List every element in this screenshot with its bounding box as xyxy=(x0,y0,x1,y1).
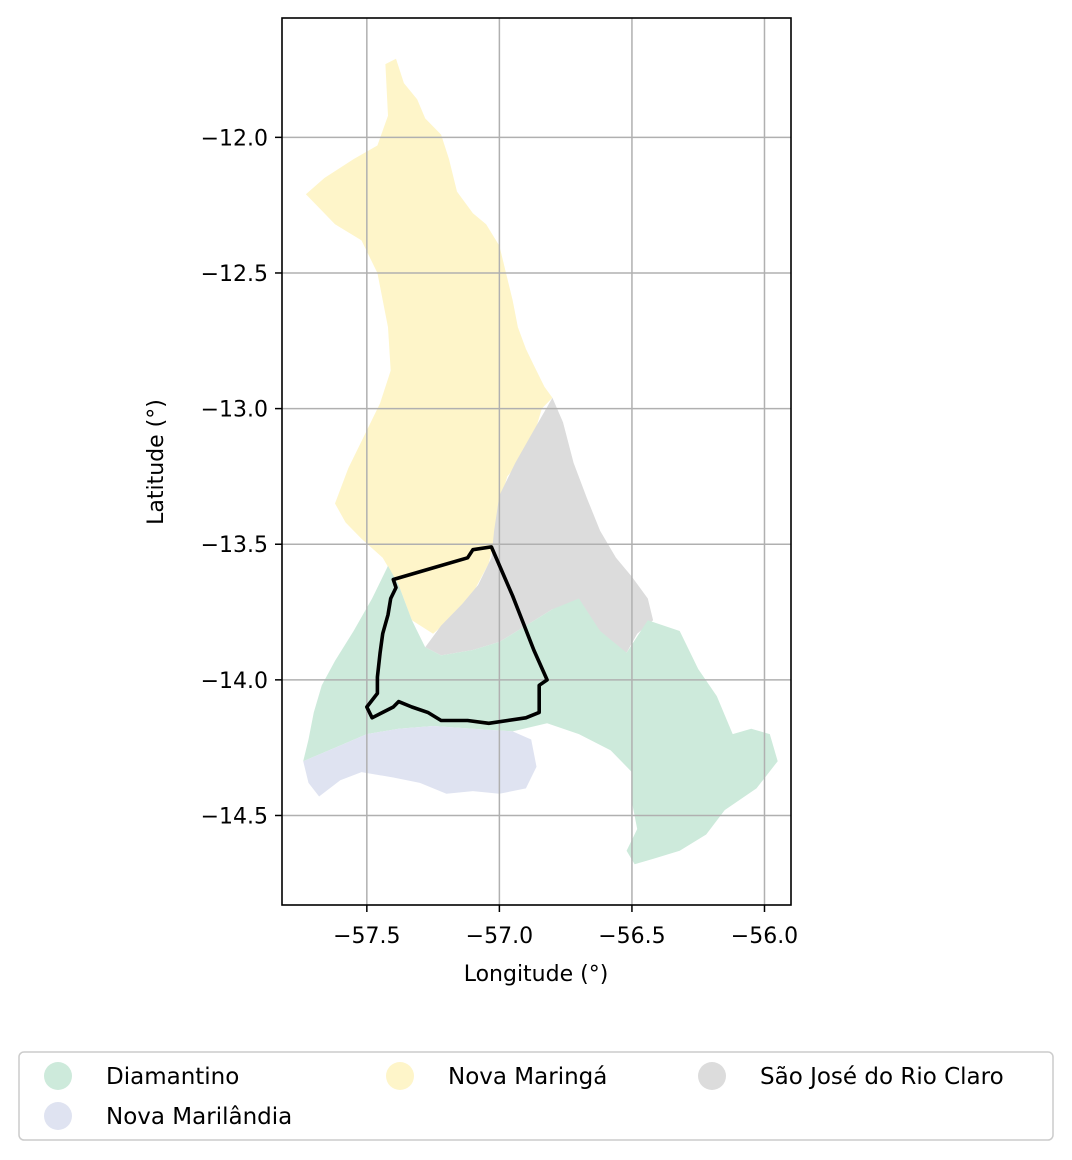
ticks-layer: −57.5 −57.0 −56.5 −56.0 −12.0 −12.5 −13.0 −13.5… xyxy=(201,126,799,949)
legend-label-2: São José do Rio Claro xyxy=(760,1064,1004,1090)
y-axis-label: Latitude (°) xyxy=(144,399,169,525)
legend-label-1: Nova Maringá xyxy=(448,1064,607,1090)
boundary-outline xyxy=(365,545,549,726)
y-tick-label-2: −13.0 xyxy=(201,398,268,423)
legend: Diamantino Nova Maringá São José do Rio Cl… xyxy=(18,1051,1054,1141)
y-tick-label-3: −13.5 xyxy=(201,533,268,558)
legend-marker-3 xyxy=(44,1102,72,1130)
x-tick-label-0: −57.5 xyxy=(333,924,400,949)
region-nova-marilandia xyxy=(303,726,537,797)
region-sao-jose-do-rio-claro xyxy=(425,397,654,656)
legend-marker-1 xyxy=(386,1062,414,1090)
y-tick-label-5: −14.5 xyxy=(201,804,268,829)
x-axis-label: Longitude (°) xyxy=(464,962,609,987)
legend-label-3: Nova Marilândia xyxy=(106,1104,292,1130)
plot-frame xyxy=(281,17,792,906)
x-tick-label-3: −56.0 xyxy=(731,924,798,949)
x-tick-label-1: −57.0 xyxy=(466,924,533,949)
y-tick-label-0: −12.0 xyxy=(201,126,268,151)
outline-layer xyxy=(365,545,549,726)
y-tick-label-1: −12.5 xyxy=(201,262,268,287)
x-tick-label-2: −56.5 xyxy=(598,924,665,949)
legend-marker-2 xyxy=(698,1062,726,1090)
legend-marker-0 xyxy=(44,1062,72,1090)
grid-layer xyxy=(282,18,791,905)
y-tick-label-4: −14.0 xyxy=(201,669,268,694)
legend-items: Diamantino Nova Maringá São José do Rio Cl… xyxy=(44,1062,1004,1130)
legend-label-0: Diamantino xyxy=(106,1064,239,1090)
legend-frame xyxy=(18,1051,1054,1141)
region-diamantino xyxy=(303,565,778,865)
